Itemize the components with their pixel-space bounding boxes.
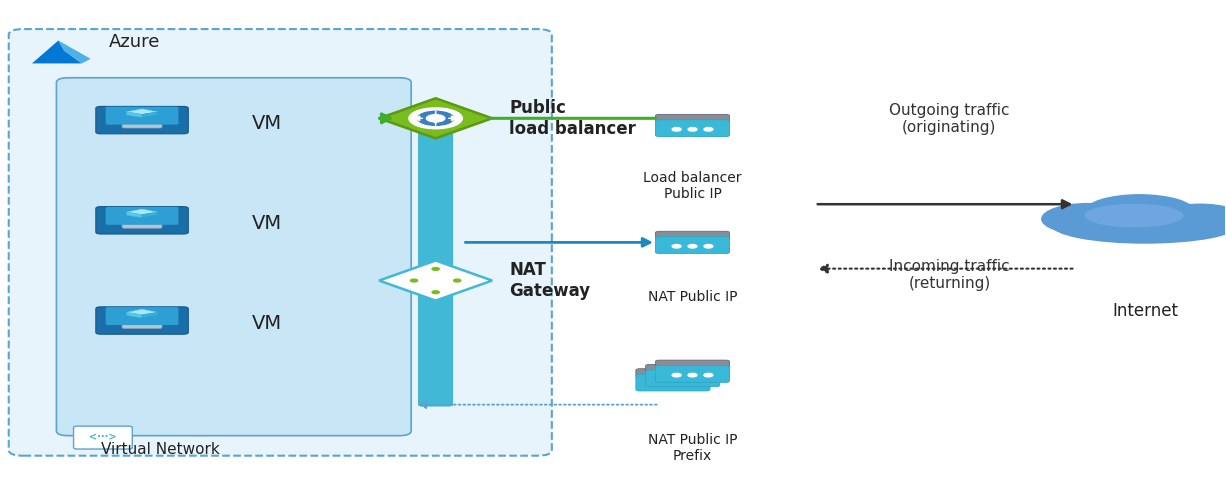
Circle shape [704,128,712,131]
FancyBboxPatch shape [123,224,162,228]
FancyBboxPatch shape [74,426,132,449]
FancyBboxPatch shape [96,206,189,234]
FancyBboxPatch shape [123,124,162,128]
FancyBboxPatch shape [646,370,720,387]
FancyBboxPatch shape [656,231,729,240]
FancyBboxPatch shape [105,107,179,125]
Polygon shape [125,220,159,226]
Text: NAT Public IP
Prefix: NAT Public IP Prefix [647,433,737,464]
Circle shape [432,267,439,270]
Ellipse shape [1085,204,1183,228]
FancyBboxPatch shape [656,114,729,123]
Circle shape [411,279,418,282]
Circle shape [684,382,693,385]
Polygon shape [126,312,142,318]
Circle shape [672,128,682,131]
FancyBboxPatch shape [105,207,179,225]
Circle shape [678,378,688,381]
Polygon shape [59,40,91,63]
Circle shape [418,111,454,125]
Polygon shape [125,321,159,326]
Circle shape [662,378,672,381]
Text: NAT
Gateway: NAT Gateway [509,261,590,300]
Polygon shape [379,98,492,138]
Circle shape [427,115,445,122]
Text: Internet: Internet [1112,302,1178,320]
FancyBboxPatch shape [636,369,710,377]
Ellipse shape [1041,203,1134,235]
FancyBboxPatch shape [123,324,162,328]
Polygon shape [126,109,157,114]
Ellipse shape [1052,207,1226,244]
Polygon shape [126,209,157,215]
FancyBboxPatch shape [105,307,179,325]
Text: VM: VM [253,314,282,333]
Circle shape [409,108,462,129]
FancyBboxPatch shape [56,78,411,436]
Circle shape [694,378,702,381]
Circle shape [405,268,466,293]
FancyBboxPatch shape [418,117,452,406]
FancyBboxPatch shape [646,364,720,373]
Text: Outgoing traffic
(originating): Outgoing traffic (originating) [889,103,1010,135]
Circle shape [668,382,678,385]
FancyBboxPatch shape [656,360,729,369]
Polygon shape [126,212,142,217]
FancyBboxPatch shape [636,374,710,391]
FancyBboxPatch shape [656,366,729,383]
Text: Azure: Azure [109,34,161,51]
Text: Load balancer
Public IP: Load balancer Public IP [644,171,742,201]
Text: Incoming traffic
(returning): Incoming traffic (returning) [889,259,1010,291]
Polygon shape [142,212,157,217]
Text: VM: VM [253,114,282,132]
FancyBboxPatch shape [9,29,552,456]
Polygon shape [142,112,157,118]
FancyBboxPatch shape [656,120,729,137]
Circle shape [704,373,712,377]
Polygon shape [125,120,159,126]
Circle shape [688,128,696,131]
Circle shape [432,291,439,294]
Polygon shape [32,40,82,63]
Circle shape [454,279,461,282]
Circle shape [704,244,712,248]
Polygon shape [126,310,157,315]
Ellipse shape [1085,194,1194,228]
Circle shape [688,373,696,377]
Text: Virtual Network: Virtual Network [101,442,219,457]
FancyBboxPatch shape [656,237,729,253]
Text: NAT Public IP: NAT Public IP [647,290,737,304]
FancyBboxPatch shape [96,107,189,134]
Text: VM: VM [253,214,282,233]
Polygon shape [142,312,157,318]
Circle shape [672,373,682,377]
Ellipse shape [1156,204,1226,233]
Polygon shape [379,261,492,300]
Circle shape [688,244,696,248]
Text: <···>: <···> [89,432,116,443]
Polygon shape [126,112,142,118]
Circle shape [672,244,682,248]
Circle shape [652,382,662,385]
FancyBboxPatch shape [96,307,189,334]
Text: Public
load balancer: Public load balancer [509,99,636,138]
